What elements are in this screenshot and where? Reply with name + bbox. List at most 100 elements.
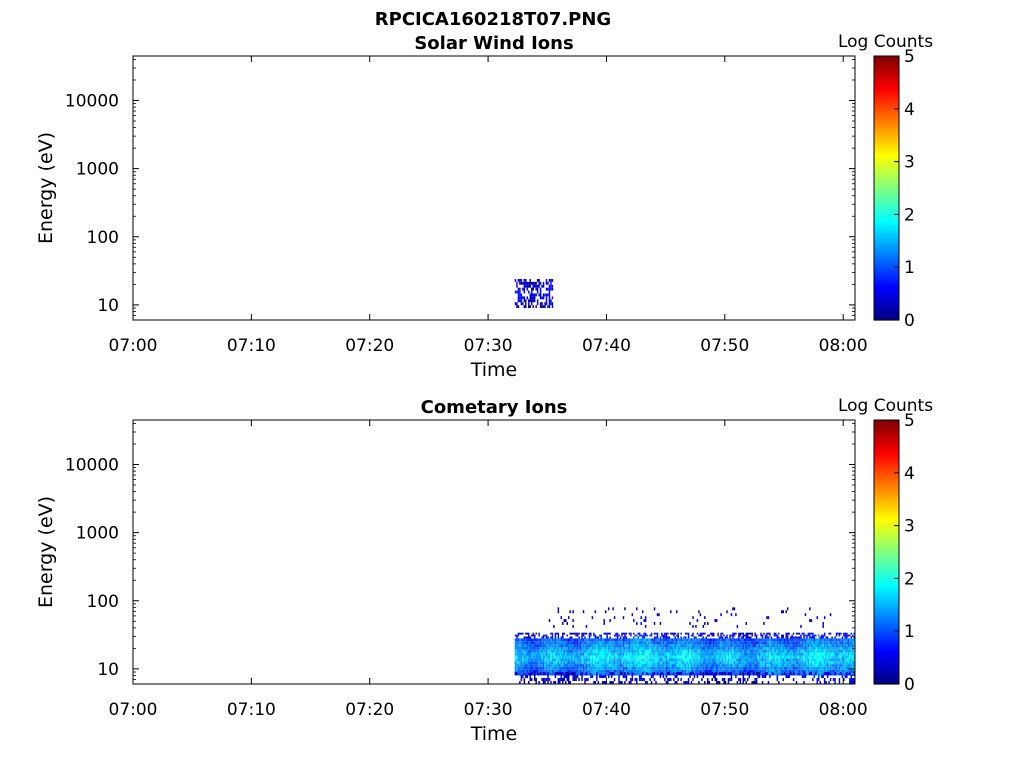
- spectrogram-cell: [812, 678, 814, 681]
- spectrogram-cell: [752, 681, 755, 684]
- spectrogram-cell: [520, 296, 523, 300]
- spectrogram-cell: [852, 669, 854, 673]
- spectrogram-cell: [627, 655, 629, 659]
- spectrogram-cell: [819, 661, 821, 665]
- spectrogram-cell: [551, 661, 554, 665]
- spectrogram-cell: [755, 664, 758, 667]
- spectrogram-cell: [581, 675, 583, 678]
- colorbar-step: [874, 198, 899, 202]
- spectrogram-cell: [664, 641, 666, 645]
- spectrogram-cell: [840, 652, 842, 656]
- spectrogram-cell: [647, 658, 650, 662]
- colorbar-step: [874, 618, 899, 622]
- spectrogram-cell: [846, 632, 848, 635]
- spectrogram-cell: [782, 649, 784, 653]
- spectrogram-cell: [699, 672, 702, 675]
- y-tick-label-100: 100: [87, 228, 119, 248]
- spectrogram-cell: [523, 681, 526, 684]
- spectrogram-cell: [525, 669, 527, 673]
- spectrogram-cell: [625, 661, 628, 665]
- colorbar-step: [874, 87, 899, 91]
- spectrogram-cell: [594, 644, 597, 647]
- spectrogram-cell: [820, 661, 823, 665]
- spectrogram-cell: [516, 638, 518, 642]
- spectrogram-cell: [523, 658, 526, 662]
- spectrogram-cell: [523, 678, 526, 681]
- spectrogram-cell: [607, 607, 610, 611]
- x-tick-label-07-40: 07:40: [582, 700, 631, 720]
- spectrogram-cell: [686, 664, 688, 667]
- colorbar-step: [874, 612, 899, 616]
- spectrogram-cell: [816, 664, 819, 667]
- spectrogram-cell: [804, 646, 807, 650]
- spectrogram-cell: [541, 658, 543, 662]
- spectrogram-cell: [828, 658, 830, 662]
- spectrogram-cell: [786, 649, 789, 653]
- spectrogram-cell: [516, 652, 518, 656]
- spectrogram-cell: [641, 638, 644, 642]
- spectrogram-cell: [742, 666, 745, 670]
- spectrogram-cell: [528, 284, 530, 288]
- spectrogram-cell: [674, 641, 676, 645]
- spectrogram-cell: [597, 638, 600, 642]
- spectrogram-cell: [627, 661, 629, 665]
- spectrogram-cell: [689, 664, 691, 667]
- spectrogram-cell: [545, 281, 548, 285]
- colorbar-step: [874, 166, 899, 171]
- spectrogram-cell: [516, 649, 518, 653]
- spectrogram-cell: [588, 632, 591, 635]
- spectrogram-cell: [570, 632, 573, 635]
- spectrogram-cell: [778, 664, 780, 667]
- spectrogram-cell: [701, 634, 703, 637]
- spectrogram-cell: [690, 649, 693, 653]
- spectrogram-cell: [542, 281, 545, 285]
- spectrogram-cell: [726, 634, 728, 637]
- spectrogram-cell: [593, 644, 595, 647]
- spectrogram-cell: [738, 636, 740, 639]
- x-tick-label-08-00: 08:00: [819, 336, 868, 356]
- spectrogram-cell: [754, 666, 756, 670]
- spectrogram-cell: [721, 652, 724, 656]
- spectrogram-cell: [551, 649, 554, 653]
- spectrogram-cell: [587, 672, 589, 676]
- spectrogram-cell: [553, 681, 555, 684]
- spectrogram-cell: [792, 638, 795, 642]
- spectrogram-cell: [526, 666, 529, 670]
- spectrogram-cell: [711, 649, 713, 653]
- spectrogram-cell: [548, 290, 551, 294]
- spectrogram-cell: [627, 649, 629, 653]
- spectrogram-cell: [519, 646, 521, 650]
- spectrogram-cell: [779, 655, 782, 659]
- spectrogram-cell: [655, 661, 657, 665]
- spectrogram-cell: [624, 632, 626, 635]
- spectrogram-cell: [701, 672, 703, 676]
- spectrogram-cell: [797, 636, 799, 639]
- spectrogram-cell: [656, 613, 659, 617]
- spectrogram-cell: [714, 641, 716, 645]
- spectrogram-cell: [707, 646, 709, 650]
- spectrogram-cell: [588, 634, 591, 637]
- spectrogram-cell: [819, 646, 821, 650]
- spectrogram-cell: [752, 652, 755, 656]
- spectrogram-cell: [801, 638, 804, 642]
- spectrogram-cell: [551, 652, 554, 656]
- spectrogram-cell: [596, 678, 598, 681]
- spectrogram-cell: [542, 672, 545, 675]
- spectrogram-cell: [712, 646, 715, 650]
- spectrogram-cell: [539, 661, 542, 665]
- spectrogram-cell: [794, 652, 796, 656]
- spectrogram-cell: [738, 664, 740, 667]
- spectrogram-cell: [720, 661, 722, 665]
- colorbar-step: [874, 475, 899, 479]
- spectrogram-cell: [843, 655, 845, 659]
- spectrogram-cell: [683, 646, 685, 650]
- spectrogram-cell: [562, 622, 564, 625]
- spectrogram-cell: [667, 669, 669, 673]
- spectrogram-cell: [789, 658, 792, 662]
- spectrogram-cell: [852, 661, 854, 665]
- spectrogram-cell: [535, 658, 537, 662]
- spectrogram-cell: [636, 678, 638, 681]
- colorbar-step: [874, 480, 899, 484]
- colorbar-step: [874, 103, 899, 107]
- spectrogram-cell: [730, 649, 733, 653]
